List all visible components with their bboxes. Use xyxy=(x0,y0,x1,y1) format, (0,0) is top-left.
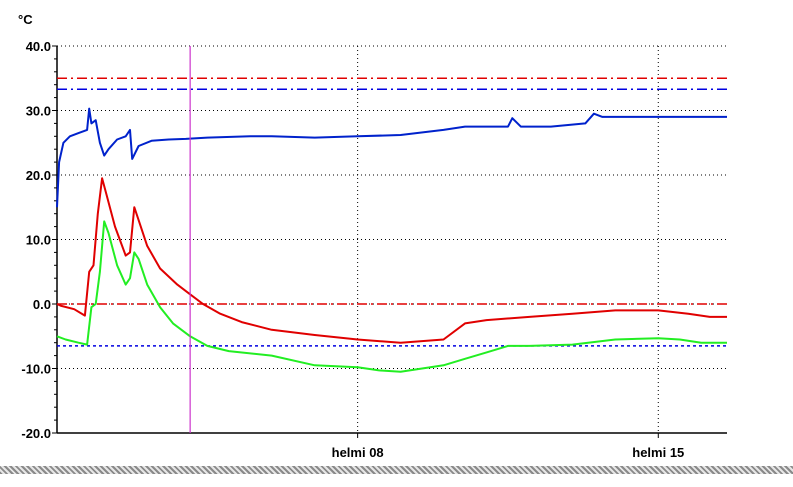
x-tick-label: helmi 15 xyxy=(632,445,684,460)
y-tick-label: 20.0 xyxy=(26,168,51,183)
series-line xyxy=(56,220,727,373)
reference-lines xyxy=(57,77,727,347)
y-tick-label: 0.0 xyxy=(33,297,51,312)
grid-lines xyxy=(57,45,727,434)
series-lines xyxy=(56,107,727,373)
y-tick-label: 10.0 xyxy=(26,233,51,248)
y-unit-label: °C xyxy=(18,12,33,27)
y-tick-label: -20.0 xyxy=(21,426,51,441)
series-line xyxy=(56,107,727,208)
y-tick-label: -10.0 xyxy=(21,362,51,377)
y-tick-label: 40.0 xyxy=(26,39,51,54)
x-tick-label: helmi 08 xyxy=(332,445,384,460)
x-tick-labels: helmi 08 helmi 15 xyxy=(332,445,685,460)
y-tick-labels: 40.0 30.0 20.0 10.0 0.0 -10.0 -20.0 xyxy=(21,39,51,441)
axes xyxy=(52,45,727,438)
series-line xyxy=(56,177,727,344)
scroll-strip xyxy=(0,466,793,474)
y-tick-label: 30.0 xyxy=(26,104,51,119)
